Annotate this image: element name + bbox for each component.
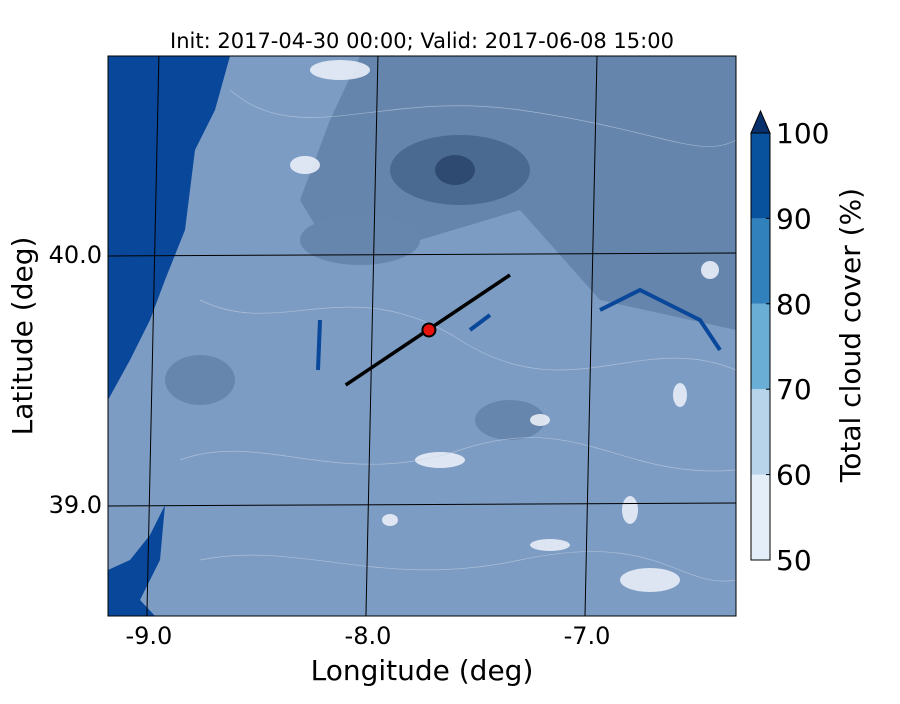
colorbar-label: Total cloud cover (%) — [834, 188, 867, 483]
colorbar-tick-label: 100 — [776, 117, 829, 150]
map-background — [108, 56, 736, 616]
colorbar-tick-label: 60 — [776, 459, 812, 492]
colorbar-segment — [751, 218, 770, 304]
x-tick-label: -9.0 — [125, 622, 172, 650]
grid-line — [108, 502, 736, 507]
colorbar-segment — [751, 303, 770, 390]
location-point — [421, 322, 437, 338]
colorbar-segment — [751, 389, 770, 475]
colorbar-tick-label: 90 — [776, 202, 812, 235]
colorbar-tick-label: 80 — [776, 288, 812, 321]
grid-line — [365, 56, 379, 616]
colorbar-frame — [750, 132, 771, 561]
x-tick-label: -8.0 — [345, 622, 392, 650]
colorbar-segment — [751, 474, 770, 560]
y-tick-label: 40.0 — [49, 241, 102, 269]
grid-line — [146, 56, 160, 616]
colorbar-extension — [750, 109, 771, 134]
colorbar-segment — [751, 133, 770, 219]
chart-title: Init: 2017-04-30 00:00; Valid: 2017-06-0… — [170, 29, 674, 53]
y-tick-label: 39.0 — [49, 491, 102, 519]
colorbar-tick-label: 70 — [776, 373, 812, 406]
map-frame — [107, 55, 737, 617]
grid-line — [584, 56, 598, 616]
colorbar-tick-label: 50 — [776, 544, 812, 577]
y-axis-label: Latitude (deg) — [6, 237, 39, 436]
x-tick-label: -7.0 — [564, 622, 611, 650]
x-axis-label: Longitude (deg) — [311, 654, 534, 687]
grid-line — [108, 252, 736, 257]
